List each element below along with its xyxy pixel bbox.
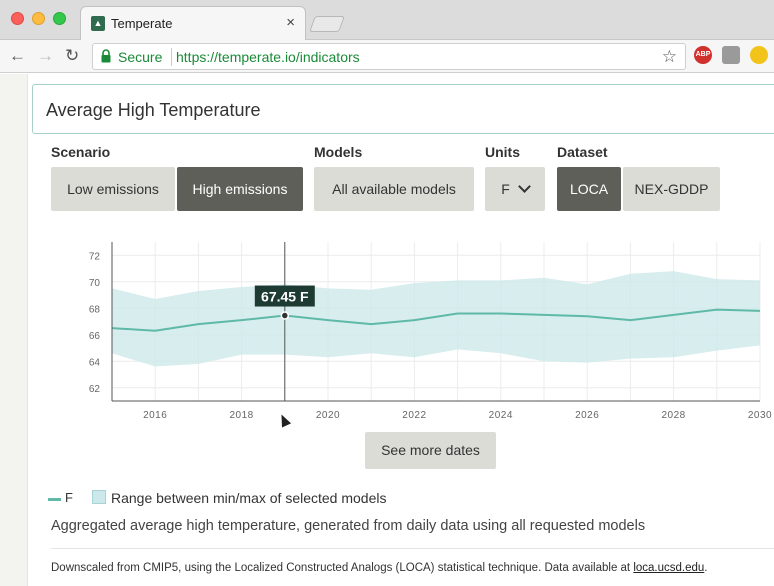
title-bar: ▲ Temperate × [0,0,774,40]
x-axis-ticks: 2016 2018 2020 2022 2024 2026 2028 2030 [143,410,772,421]
legend-line-swatch [48,498,61,501]
temperature-chart[interactable]: 62 64 66 68 70 72 2016 2018 2020 2022 2024 2026 202… [82,240,774,430]
legend-range-swatch [92,490,106,504]
models-select[interactable]: All available models [314,167,474,211]
x-tick-label: 2024 [489,410,513,421]
hover-point [280,311,290,320]
hover-tooltip-box [254,285,315,307]
nex-gddp-button[interactable]: NEX-GDDP [623,167,720,211]
extension-icon[interactable] [722,46,740,64]
source-note: Downscaled from CMIP5, using the Localiz… [51,562,708,574]
minimize-window-button[interactable] [32,12,45,25]
x-tick-label: 2030 [748,410,772,421]
x-tick-label: 2022 [402,410,426,421]
y-tick-label: 66 [89,331,101,342]
y-axis-ticks: 62 64 66 68 70 72 [89,251,101,395]
x-tick-label: 2028 [661,410,685,421]
reload-icon[interactable]: ↻ [65,46,80,65]
close-window-button[interactable] [11,12,24,25]
back-arrow-icon[interactable]: ← [9,46,26,65]
x-tick-label: 2016 [143,410,167,421]
y-tick-label: 70 [89,278,101,289]
models-label: Models [314,144,363,160]
lock-icon [101,49,111,63]
y-tick-label: 68 [89,304,101,315]
dataset-label: Dataset [557,144,608,160]
forward-arrow-icon[interactable]: → [37,46,54,65]
average-high-line [111,308,761,332]
left-rail [0,74,28,586]
loca-button[interactable]: LOCA [557,167,621,211]
x-tick-label: 2018 [229,410,253,421]
new-tab-button[interactable] [309,16,345,32]
min-max-range-band [112,271,760,367]
secure-label: Secure [118,49,163,65]
indicator-description: Aggregated average high temperature, gen… [51,518,646,534]
address-divider [171,48,172,66]
units-value: F [501,181,510,197]
extension-moon-icon[interactable] [750,46,768,64]
page-content: Average High Temperature Scenario Models… [0,74,774,586]
units-label: Units [485,144,520,160]
indicator-header: Average High Temperature [32,84,774,134]
y-tick-label: 64 [89,357,101,368]
chevron-down-icon [517,180,531,193]
low-emissions-button[interactable]: Low emissions [51,167,175,211]
browser-toolbar: ← → ↻ Secure https://temperate.io/indica… [0,40,774,73]
loca-link[interactable]: loca.ucsd.edu [633,562,705,574]
legend-series-label: F [65,490,73,505]
tree-icon: ▲ [91,16,105,31]
address-bar[interactable]: Secure https://temperate.io/indicators ☆ [92,43,686,70]
y-tick-label: 62 [89,384,101,395]
divider [51,548,774,549]
high-emissions-button[interactable]: High emissions [177,167,303,211]
y-tick-label: 72 [89,251,101,262]
tab-title: Temperate [111,16,173,31]
chart-axes [111,242,760,402]
url-text[interactable]: https://temperate.io/indicators [176,49,360,65]
legend-range-label: Range between min/max of selected models [111,490,387,506]
page-title: Average High Temperature [46,100,261,120]
see-more-dates-button[interactable]: See more dates [365,432,496,469]
maximize-window-button[interactable] [53,12,66,25]
x-tick-label: 2026 [575,410,599,421]
source-suffix: . [704,562,708,574]
close-icon[interactable]: × [286,14,295,31]
x-tick-label: 2020 [316,410,340,421]
browser-tab[interactable]: ▲ Temperate × [80,6,306,40]
adblock-extension-icon[interactable]: ABP [694,46,712,64]
scenario-label: Scenario [51,144,111,160]
hover-tooltip-label: 67.45 F [261,289,309,305]
bookmark-star-icon[interactable]: ☆ [661,47,677,66]
source-text: Downscaled from CMIP5, using the Localiz… [51,562,634,574]
units-select[interactable]: F [485,167,545,211]
